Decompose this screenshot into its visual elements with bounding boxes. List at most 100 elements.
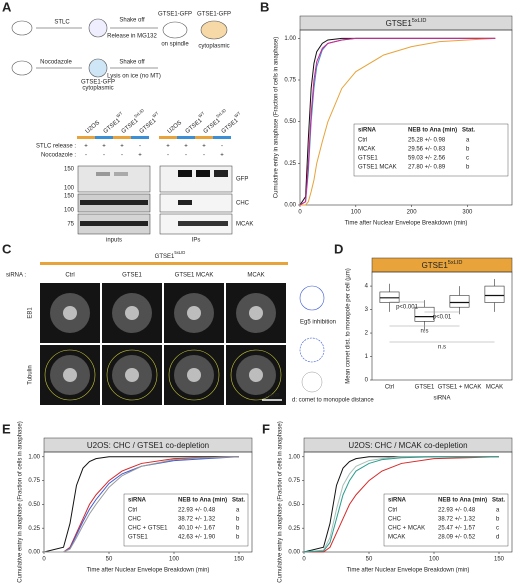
series-line — [299, 37, 496, 206]
lane-label-main: GTSE1 — [138, 117, 157, 135]
lane-bar — [113, 136, 131, 139]
legend-summary: 28.09 +/- 0.52 — [438, 535, 476, 541]
x-tick-label: Ctrl — [385, 385, 394, 391]
legend-name: CHC — [388, 517, 402, 523]
scheme-text: GTSE1-GFP — [197, 12, 231, 18]
lane-bar — [195, 136, 213, 139]
band — [80, 200, 148, 205]
treatment-sign: + — [166, 144, 170, 150]
scheme-shapes — [11, 18, 228, 78]
cell-icon — [200, 20, 228, 40]
scheme-text: Eg5 inhibition — [300, 320, 336, 326]
x-tick-label: MCAK — [486, 385, 503, 391]
cell-outline — [230, 349, 282, 401]
x-tick-label: 0 — [42, 557, 46, 563]
y-tick-label: 0.75 — [284, 78, 296, 84]
x-tick-label: 150 — [494, 557, 505, 563]
chart-title-main: GTSE1 — [386, 19, 413, 28]
sig-label: p<0.01 — [433, 315, 452, 321]
y-tick-label: 0.25 — [28, 526, 40, 532]
legend-name: CHC + MCAK — [388, 526, 425, 532]
x-tick-label: 300 — [462, 210, 473, 216]
x-axis-label: Time after Nuclear Envelope Breakdown (m… — [345, 221, 468, 227]
chart-title: GTSE15xLID — [386, 18, 427, 28]
group-label: IPs — [192, 238, 201, 244]
mw-label: 100 — [64, 186, 75, 192]
treatment-sign: - — [85, 153, 87, 159]
y-tick-label: 0 — [365, 378, 369, 384]
y-tick-label: 0.00 — [284, 203, 296, 209]
legend-stat: a — [236, 508, 240, 514]
series-line — [300, 37, 496, 206]
x-tick-label: 50 — [106, 557, 113, 563]
x-tick-label: 150 — [234, 557, 245, 563]
chart-title: GTSE15xLID — [422, 260, 463, 270]
legend-stat: b — [466, 147, 470, 153]
scheme-text: Lysis on ice (no MT) — [107, 74, 161, 80]
band — [178, 221, 228, 226]
lane-label-sup: WT — [233, 110, 242, 118]
treatment-sign: - — [139, 144, 141, 150]
y-tick-label: 1.00 — [284, 36, 296, 42]
scheme-text: GTSE1-GFP — [158, 12, 192, 18]
legend-name: Ctrl — [358, 138, 367, 144]
treatment-sign: - — [185, 153, 187, 159]
band — [214, 170, 228, 177]
row-label: Tubulin — [28, 365, 34, 384]
legend-name: MCAK — [358, 147, 375, 153]
mw-label: 75 — [67, 222, 74, 228]
treatment-sign: + — [84, 144, 88, 150]
treatment-sign: - — [221, 144, 223, 150]
lane-label-main: GTSE1 — [220, 117, 239, 135]
cell-center — [187, 368, 201, 382]
legend-header: Stat. — [232, 498, 245, 504]
legend-name: CHC + GTSE1 — [128, 526, 168, 532]
row-label: EB1 — [28, 307, 34, 319]
x-axis-label: Time after Nuclear Envelope Breakdown (m… — [347, 568, 470, 574]
lane-bar — [131, 136, 149, 139]
chart-title-sup: 5xLID — [448, 260, 463, 266]
cell-center — [125, 306, 139, 320]
cell-center — [63, 306, 77, 320]
legend-summary: 59.03 +/- 2.56 — [408, 156, 446, 162]
chart-title-main: GTSE1 — [422, 261, 449, 270]
scheme-text: STLC — [54, 20, 70, 26]
cell-center — [249, 306, 263, 320]
legend-summary: 38.72 +/- 1.32 — [178, 517, 216, 523]
legend-header: Stat. — [462, 128, 475, 134]
series-line — [303, 456, 499, 553]
mw-label: 150 — [64, 167, 75, 173]
sig-label: n.s — [420, 329, 428, 335]
x-tick-label: GTSE1 + MCAK — [438, 385, 482, 391]
scheme-text: Release in MG132 — [107, 34, 157, 40]
panel-label: B — [260, 0, 269, 14]
lane-label-sup: WT — [151, 110, 160, 118]
treatment-sign: + — [102, 144, 106, 150]
cell-icon — [88, 18, 108, 38]
cell-outline — [168, 349, 220, 401]
legend-header: NEB to Ana (min) — [438, 498, 487, 504]
treatment-label: Nocodazole : — [41, 153, 76, 159]
band — [80, 221, 148, 226]
scheme-text: d: comet to monopole distance — [292, 398, 374, 404]
image-grid — [40, 283, 286, 405]
chart-title-main: U2OS: CHC / GTSE1 co-depletion — [87, 441, 209, 450]
panel-header: GTSE15xLID — [155, 250, 186, 259]
box — [484, 285, 505, 303]
panel-label: F — [262, 421, 270, 436]
lane-label-sup: WT — [197, 110, 206, 118]
cell-center — [187, 306, 201, 320]
scheme-text: cytoplasmic — [82, 86, 113, 92]
y-tick-label: 0.50 — [288, 502, 300, 508]
y-axis-label: Cumulative entry in anaphase (Fraction o… — [18, 421, 24, 582]
band — [178, 170, 192, 177]
box — [449, 295, 470, 308]
panel-label: E — [2, 421, 11, 436]
y-tick-label: 1.00 — [28, 454, 40, 460]
y-tick-label: 0.25 — [288, 526, 300, 532]
blot — [77, 165, 151, 193]
x-tick-label: 100 — [169, 557, 180, 563]
header-bar — [40, 262, 288, 265]
scheme-text: cytoplasmic — [198, 44, 229, 50]
